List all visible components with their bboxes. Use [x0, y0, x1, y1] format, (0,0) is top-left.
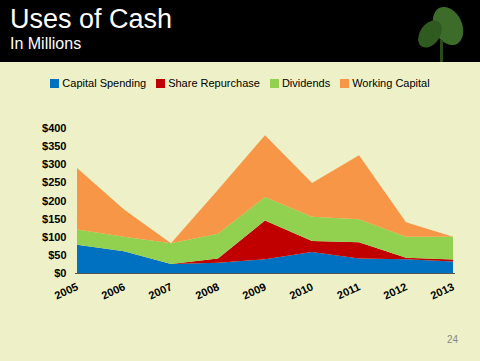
html-text:Working Capital: Working Capital [352, 77, 430, 89]
svg-text:$250: $250 [42, 176, 66, 188]
svg-text:$400: $400 [42, 122, 66, 134]
svg-text:$300: $300 [42, 158, 66, 170]
svg-text:2009: 2009 [241, 280, 268, 301]
svg-text:$350: $350 [42, 140, 66, 152]
html-text:Uses of Cash: Uses of Cash [10, 4, 173, 34]
svg-text:$0: $0 [54, 267, 66, 279]
svg-text:2007: 2007 [147, 280, 174, 301]
html-text:Share Repurchase: Share Repurchase [168, 77, 260, 89]
svg-text:2005: 2005 [53, 280, 80, 301]
svg-text:$150: $150 [42, 213, 66, 225]
html-text:Capital Spending: Capital Spending [62, 77, 147, 89]
svg-text:2013: 2013 [429, 280, 456, 301]
svg-text:2011: 2011 [335, 280, 362, 301]
html-text:Dividends: Dividends [281, 77, 331, 89]
svg-text:$50: $50 [48, 249, 66, 261]
html-text:24: 24 [446, 334, 458, 345]
svg-text:2010: 2010 [288, 280, 315, 301]
svg-text:$200: $200 [42, 195, 66, 207]
html-text:In Millions: In Millions [10, 35, 82, 52]
svg-text:2006: 2006 [100, 280, 127, 301]
svg-text:2012: 2012 [382, 280, 409, 301]
svg-text:2008: 2008 [194, 280, 221, 301]
svg-text:$100: $100 [42, 231, 66, 243]
